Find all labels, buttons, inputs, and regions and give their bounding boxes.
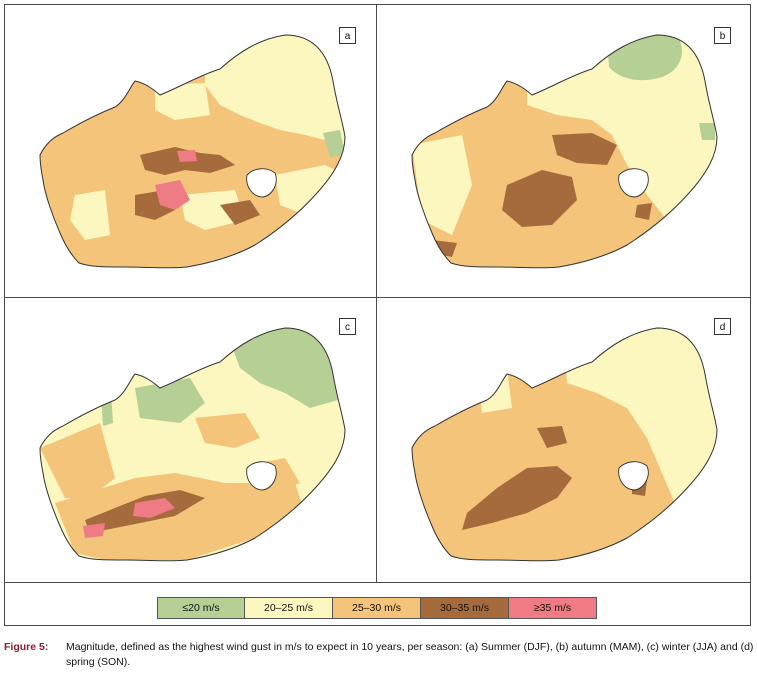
panel-label-a: a	[339, 27, 356, 44]
legend: ≤20 m/s 20–25 m/s 25–30 m/s 30–35 m/s ≥3…	[157, 597, 597, 619]
panel-divider-vertical	[376, 4, 377, 582]
south-africa-map-d	[411, 327, 718, 562]
legend-item-le20: ≤20 m/s	[157, 597, 245, 619]
panel-label-b: b	[714, 27, 731, 44]
legend-item-30-35: 30–35 m/s	[421, 597, 509, 619]
map-panel-b: b	[377, 5, 751, 297]
map-panel-d: d	[377, 298, 751, 582]
panel-label-d: d	[714, 318, 731, 335]
south-africa-map-b	[411, 34, 718, 269]
figure-frame	[4, 4, 751, 626]
south-africa-map-a	[39, 34, 346, 269]
legend-divider	[4, 582, 751, 583]
map-panel-a: a	[5, 5, 376, 297]
south-africa-map-c	[39, 327, 346, 562]
caption-label: Figure 5:	[4, 641, 49, 653]
legend-item-20-25: 20–25 m/s	[245, 597, 333, 619]
panel-label-c: c	[339, 318, 356, 335]
panel-divider-horizontal	[4, 297, 751, 298]
legend-item-25-30: 25–30 m/s	[333, 597, 421, 619]
map-panel-c: c	[5, 298, 376, 582]
caption-text: Magnitude, defined as the highest wind g…	[66, 641, 754, 668]
legend-item-ge35: ≥35 m/s	[509, 597, 597, 619]
